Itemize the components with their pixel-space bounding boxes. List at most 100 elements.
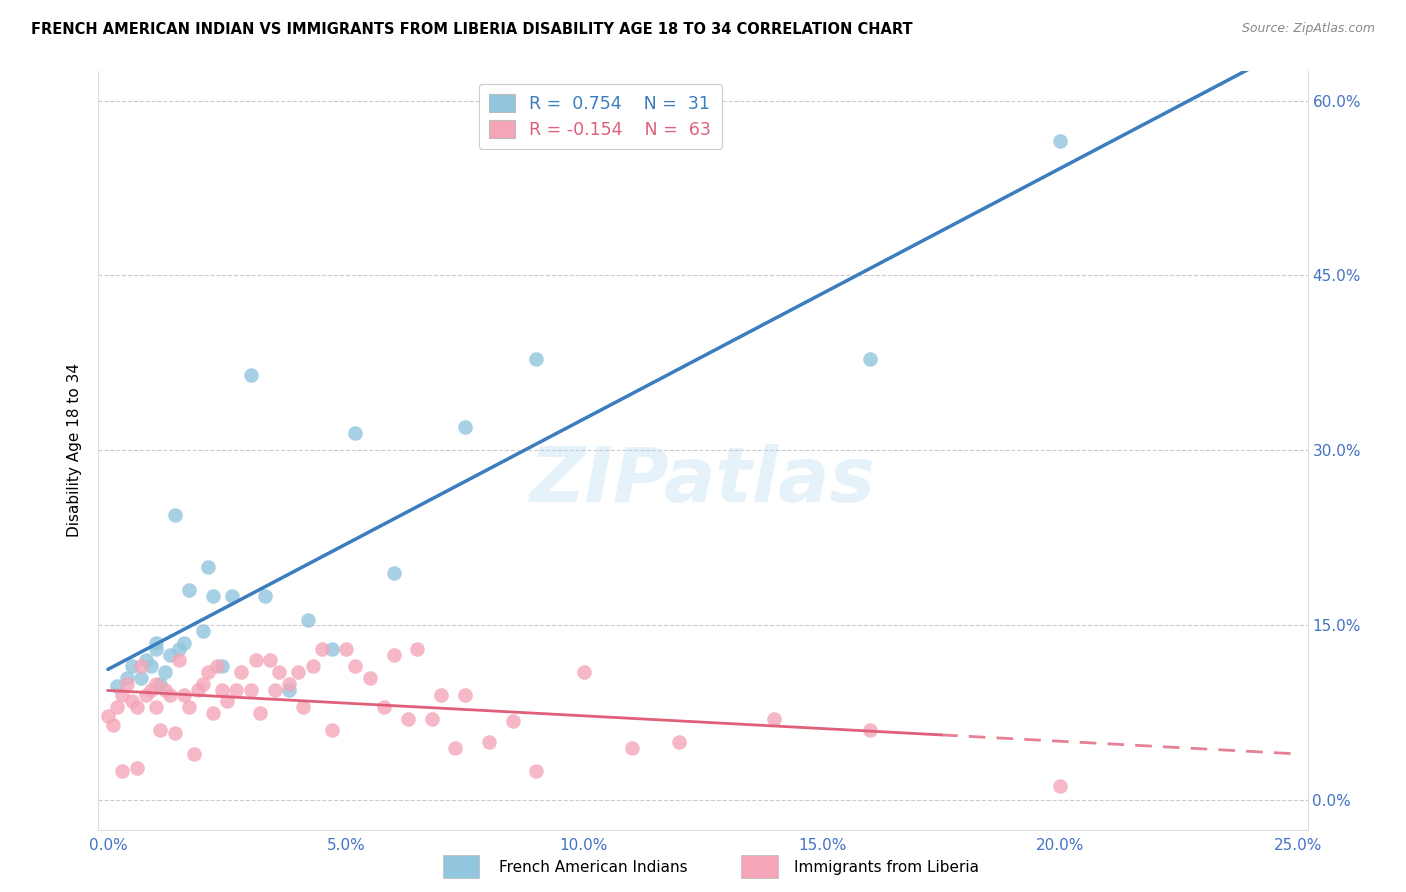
Point [859,723,882,738]
Point [191,624,214,639]
Point [145,636,167,650]
Text: FRENCH AMERICAN INDIAN VS IMMIGRANTS FROM LIBERIA DISABILITY AGE 18 TO 34 CORREL: FRENCH AMERICAN INDIAN VS IMMIGRANTS FRO… [31,22,912,37]
Point [211,659,233,673]
Text: ZIPatlas: ZIPatlas [530,444,876,517]
Point [620,740,643,755]
Point [177,583,200,598]
Point [572,665,595,679]
Point [145,677,167,691]
Point [115,671,138,685]
Point [187,682,209,697]
Point [245,653,267,667]
Point [373,700,395,714]
Point [173,636,195,650]
Point [183,747,205,761]
Point [169,641,191,656]
Point [524,764,547,779]
Point [125,700,148,714]
Point [153,682,176,697]
Point [668,735,690,749]
Point [153,665,176,679]
Point [191,677,214,691]
Point [297,613,319,627]
Point [121,694,143,708]
Point [321,641,343,656]
Point [344,425,367,440]
Point [763,712,786,726]
Point [382,566,405,580]
Point [159,689,181,703]
Point [169,653,191,667]
Point [107,700,129,714]
Text: Source: ZipAtlas.com: Source: ZipAtlas.com [1241,22,1375,36]
Point [121,659,143,673]
Point [292,700,315,714]
Point [225,682,247,697]
Point [101,717,124,731]
Point [197,560,219,574]
Point [269,665,291,679]
Point [97,709,120,723]
Point [502,714,524,728]
Point [231,665,253,679]
Point [215,694,238,708]
Point [524,352,547,367]
Point [454,420,477,434]
Point [201,706,224,720]
Point [111,764,134,779]
Point [239,682,262,697]
Point [359,671,381,685]
Point [221,589,243,603]
Point [263,682,285,697]
Point [149,723,172,738]
Point [107,679,129,693]
Point [1049,134,1071,148]
Point [344,659,367,673]
Point [430,689,453,703]
Text: Immigrants from Liberia: Immigrants from Liberia [794,860,980,874]
Point [859,352,882,367]
Point [115,677,138,691]
Point [139,659,162,673]
Point [277,677,299,691]
Point [201,589,224,603]
Point [239,368,262,382]
Point [420,712,443,726]
Point [321,723,343,738]
Point [478,735,501,749]
Point [149,677,172,691]
Point [135,689,157,703]
Point [277,682,299,697]
Legend: R =  0.754    N =  31, R = -0.154    N =  63: R = 0.754 N = 31, R = -0.154 N = 63 [479,84,721,149]
Point [211,682,233,697]
Point [335,641,357,656]
Point [254,589,277,603]
Point [145,641,167,656]
Point [396,712,419,726]
Point [207,659,229,673]
Point [163,508,186,522]
Point [163,725,186,739]
Point [111,689,134,703]
Point [1049,780,1071,794]
Point [382,648,405,662]
Point [139,682,162,697]
Point [159,648,181,662]
Point [444,740,467,755]
Text: French American Indians: French American Indians [499,860,688,874]
Point [406,641,429,656]
Point [145,700,167,714]
Point [301,659,323,673]
Point [129,671,152,685]
Point [454,689,477,703]
Point [197,665,219,679]
Y-axis label: Disability Age 18 to 34: Disability Age 18 to 34 [67,363,83,538]
Point [259,653,281,667]
Point [177,700,200,714]
Point [125,761,148,775]
Point [129,659,152,673]
Point [311,641,333,656]
Point [249,706,271,720]
Point [135,653,157,667]
Point [287,665,309,679]
